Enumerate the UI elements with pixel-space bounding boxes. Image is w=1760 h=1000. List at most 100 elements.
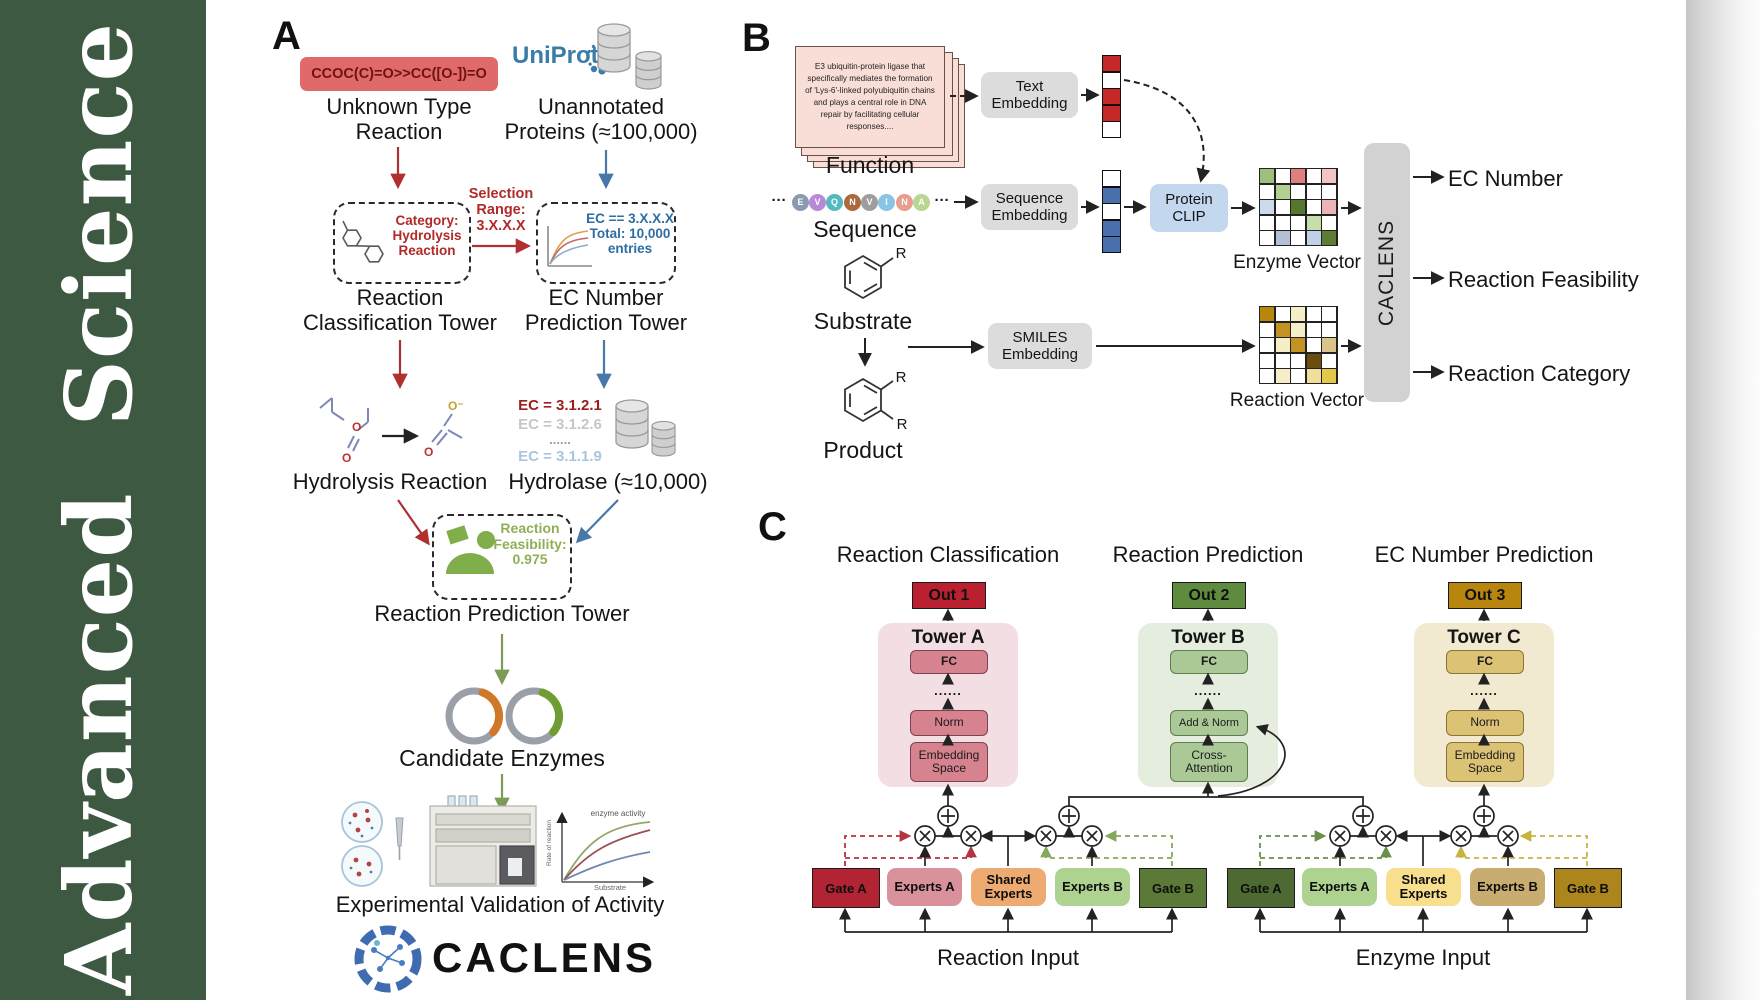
vector-cell xyxy=(1103,187,1120,203)
feasibility-label: Reaction Feasibility: 0.975 xyxy=(493,520,567,568)
vector-cell xyxy=(1103,72,1120,88)
panel-a-label: A xyxy=(272,14,301,58)
ec-list-item: EC = 3.1.1.9 xyxy=(518,448,602,465)
ec-list-ellipsis: ...... xyxy=(549,432,571,447)
substrate-molecule xyxy=(844,254,894,300)
substrate-label: Substrate xyxy=(813,308,913,334)
reaction-input-label: Reaction Input xyxy=(937,945,1079,970)
hydrolase-database-icon xyxy=(615,399,676,457)
reaction-category-box xyxy=(333,202,471,284)
reaction-vector-label: Reaction Vector xyxy=(1229,390,1365,411)
tower-a-name: Tower A xyxy=(911,627,985,648)
candidate-enzymes-label: Candidate Enzymes xyxy=(399,745,605,771)
out-2-box: Out 2 xyxy=(1172,582,1246,609)
hydrolase-label: Hydrolase (≈10,000) xyxy=(508,469,708,494)
reaction-prediction-tower-label: Reaction Prediction Tower xyxy=(374,601,630,626)
vector-cell xyxy=(1103,204,1120,219)
tower-a-embedding-box: Embedding Space xyxy=(910,742,988,782)
gate-a-box: Gate A xyxy=(1227,868,1295,908)
vector-cell xyxy=(1103,122,1120,137)
tower-c-fc-box: FC xyxy=(1446,650,1524,674)
sequence-ellipsis-right: ··· xyxy=(934,192,950,209)
selection-range-label: Selection Range: 3.X.X.X xyxy=(468,186,534,235)
feasibility-box xyxy=(432,514,572,600)
tower-a-fc-box: FC xyxy=(910,650,988,674)
smiles-embedding-box: SMILES Embedding xyxy=(988,323,1092,369)
substrate-r-label: R xyxy=(895,245,907,262)
journal-sidebar: Advanced Science xyxy=(0,0,206,1000)
tower-c-norm-box: Norm xyxy=(1446,710,1524,736)
activity-chart xyxy=(556,811,655,888)
tower-b-add-norm-box: Add & Norm xyxy=(1170,710,1248,736)
experts-a-box: Experts A xyxy=(887,868,962,906)
out-1-box: Out 1 xyxy=(912,582,986,609)
tower-c-embedding-box: Embedding Space xyxy=(1446,742,1524,782)
caclens-logo xyxy=(354,925,422,993)
experts-b-box: Experts B xyxy=(1470,868,1545,906)
enzyme-vector-label: Enzyme Vector xyxy=(1233,252,1361,273)
database-icon xyxy=(597,23,662,90)
residue-circle: A xyxy=(913,194,930,211)
tower-a-dots: ...... xyxy=(934,683,962,698)
enzyme-vector-grid xyxy=(1259,168,1338,246)
tower-b-name: Tower B xyxy=(1171,627,1245,648)
multiply-plus-nodes xyxy=(914,805,1519,847)
page-edge-gradient xyxy=(1686,0,1760,1000)
experts-b-box: Experts B xyxy=(1055,868,1130,906)
journal-title: Advanced Science xyxy=(45,22,153,995)
output-reaction-category: Reaction Category xyxy=(1448,361,1631,386)
task-title-reaction-classification: Reaction Classification xyxy=(836,542,1060,567)
svg-text:O: O xyxy=(424,445,433,459)
hydrolysis-reaction-label: Hydrolysis Reaction xyxy=(292,469,488,494)
residue-circle: E xyxy=(792,194,809,211)
vector-cell xyxy=(1103,89,1120,104)
experts-a-box: Experts A xyxy=(1302,868,1377,906)
enzyme-input-label: Enzyme Input xyxy=(1355,945,1491,970)
vector-cell xyxy=(1103,171,1120,186)
caclens-wordmark: CACLENS xyxy=(432,934,657,981)
gate-a-box: Gate A xyxy=(812,868,880,908)
tower-a-norm-box: Norm xyxy=(910,710,988,736)
svg-text:O⁻: O⁻ xyxy=(448,399,464,413)
sequence-ellipsis-left: ··· xyxy=(771,192,787,209)
uniprot-wordmark: UniProt xyxy=(512,42,599,69)
ec-number-prediction-tower-label: EC Number Prediction Tower xyxy=(524,285,688,335)
residue-circle: N xyxy=(844,194,861,211)
petri-dish-icon xyxy=(341,801,383,887)
reaction-vector-grid xyxy=(1259,306,1338,384)
panel-c-label: C xyxy=(758,505,787,549)
product-molecule xyxy=(844,377,894,423)
unknown-reaction-label: Unknown Type Reaction xyxy=(326,94,472,144)
function-card: E3 ubiquitin-protein ligase that specifi… xyxy=(795,46,945,148)
protein-clip-box: Protein CLIP xyxy=(1150,184,1228,232)
output-ec-number: EC Number xyxy=(1448,166,1563,191)
sequence-embedding-vector xyxy=(1102,170,1121,253)
text-embedding-box: Text Embedding xyxy=(981,72,1078,118)
function-label: Function xyxy=(825,152,915,178)
output-reaction-feasibility: Reaction Feasibility xyxy=(1448,267,1639,292)
chart-x-label: Substrate xyxy=(593,883,627,892)
tower-c-dots: ...... xyxy=(1470,683,1498,698)
text-embedding-vector xyxy=(1102,55,1121,138)
vector-cell xyxy=(1103,105,1120,121)
panel-b-label: B xyxy=(742,16,771,60)
svg-text:O: O xyxy=(352,420,361,434)
residue-circle: V xyxy=(809,194,826,211)
svg-text:O: O xyxy=(342,451,351,465)
gate-b-box: Gate B xyxy=(1554,868,1622,908)
category-label: Category: Hydrolysis Reaction xyxy=(392,213,462,259)
vector-cell xyxy=(1103,237,1120,252)
enzyme-icon-label: Enzyme xyxy=(453,557,487,567)
ec-selection-box xyxy=(536,202,676,284)
sequence-label: Sequence xyxy=(813,216,917,242)
reaction-classification-tower-label: Reaction Classification Tower xyxy=(302,285,498,335)
gate-b-box: Gate B xyxy=(1139,868,1207,908)
sequence-embedding-box: Sequence Embedding xyxy=(981,184,1078,230)
vector-cell xyxy=(1103,56,1120,71)
tower-c-name: Tower C xyxy=(1447,627,1521,648)
plasmid-icon xyxy=(445,687,564,745)
ec-list-item: EC = 3.1.2.6 xyxy=(518,416,602,433)
product-label: Product xyxy=(823,437,903,463)
shared-experts-box: Shared Experts xyxy=(1386,868,1461,906)
